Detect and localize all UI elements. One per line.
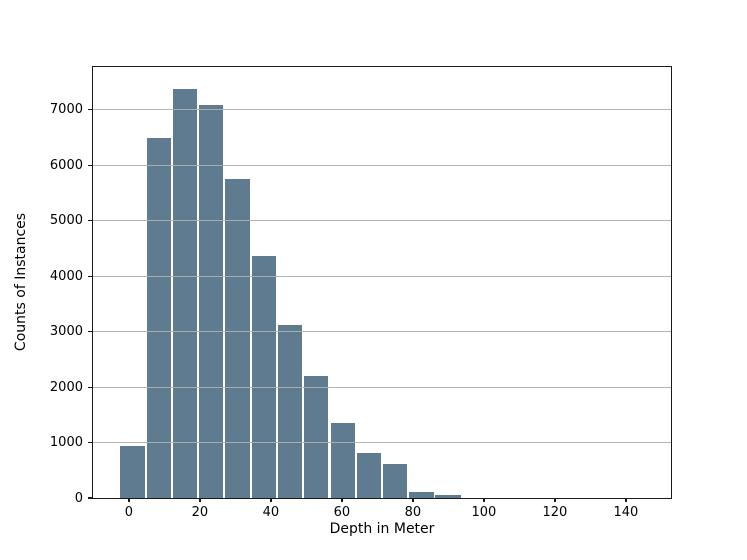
y-tick-label: 5000 bbox=[49, 213, 83, 229]
x-tick-label: 40 bbox=[262, 505, 280, 520]
x-tick-mark bbox=[412, 498, 414, 502]
y-gridline bbox=[93, 109, 671, 111]
y-gridline bbox=[93, 275, 671, 277]
histogram-bar bbox=[224, 177, 251, 498]
y-gridline bbox=[93, 441, 671, 444]
y-tick-mark bbox=[87, 331, 92, 333]
x-tick-mark bbox=[199, 498, 201, 502]
x-tick-mark bbox=[625, 498, 627, 502]
x-tick-label: 60 bbox=[333, 505, 351, 520]
histogram-bar bbox=[303, 375, 330, 498]
y-tick-label: 0 bbox=[74, 490, 83, 506]
x-tick-label: 0 bbox=[124, 505, 134, 520]
y-gridline bbox=[93, 220, 671, 222]
x-tick-mark bbox=[128, 498, 130, 502]
histogram-bar bbox=[434, 495, 461, 498]
x-tick-mark bbox=[483, 498, 485, 502]
y-tick-label: 6000 bbox=[49, 157, 83, 173]
y-axis-label: Counts of Instances bbox=[13, 212, 29, 352]
histogram-bar bbox=[408, 491, 435, 498]
histogram-bar bbox=[119, 445, 146, 498]
x-tick-label: 80 bbox=[404, 505, 422, 520]
x-tick-label: 120 bbox=[542, 505, 568, 520]
histogram-bar bbox=[198, 104, 225, 498]
y-tick-mark bbox=[87, 441, 92, 444]
x-tick-label: 20 bbox=[191, 505, 209, 520]
histogram-bar bbox=[382, 463, 409, 498]
y-tick-label: 2000 bbox=[49, 379, 83, 395]
y-tick-mark bbox=[87, 109, 92, 111]
x-tick-mark bbox=[554, 498, 556, 502]
y-tick-label: 1000 bbox=[49, 435, 83, 450]
histogram-bar bbox=[276, 323, 304, 498]
histogram-bar bbox=[171, 87, 199, 498]
histogram-bar bbox=[355, 452, 382, 498]
y-gridline bbox=[93, 164, 671, 166]
plot-area: 0 1000 2000 3000 4000 5000 6000 7000 0 20 40 60 80 10… bbox=[50, 66, 672, 520]
x-tick-mark bbox=[341, 498, 343, 502]
x-tick-mark bbox=[270, 498, 272, 502]
histogram-bar bbox=[250, 254, 277, 498]
y-tick-mark bbox=[87, 497, 92, 499]
histogram-bar bbox=[145, 137, 172, 498]
y-tick-label: 4000 bbox=[49, 268, 83, 284]
x-axis-label: Depth in Meter bbox=[329, 521, 435, 537]
y-tick-label: 7000 bbox=[49, 102, 83, 118]
y-tick-mark bbox=[87, 386, 92, 388]
y-gridline bbox=[93, 331, 671, 333]
y-tick-mark bbox=[87, 275, 92, 277]
y-tick-mark bbox=[87, 220, 92, 222]
histogram-bar bbox=[329, 422, 356, 498]
y-gridline bbox=[93, 386, 671, 388]
x-tick-label: 100 bbox=[471, 505, 497, 520]
y-tick-mark bbox=[87, 164, 92, 166]
y-tick-label: 3000 bbox=[49, 324, 83, 340]
x-tick-label: 140 bbox=[613, 505, 639, 520]
